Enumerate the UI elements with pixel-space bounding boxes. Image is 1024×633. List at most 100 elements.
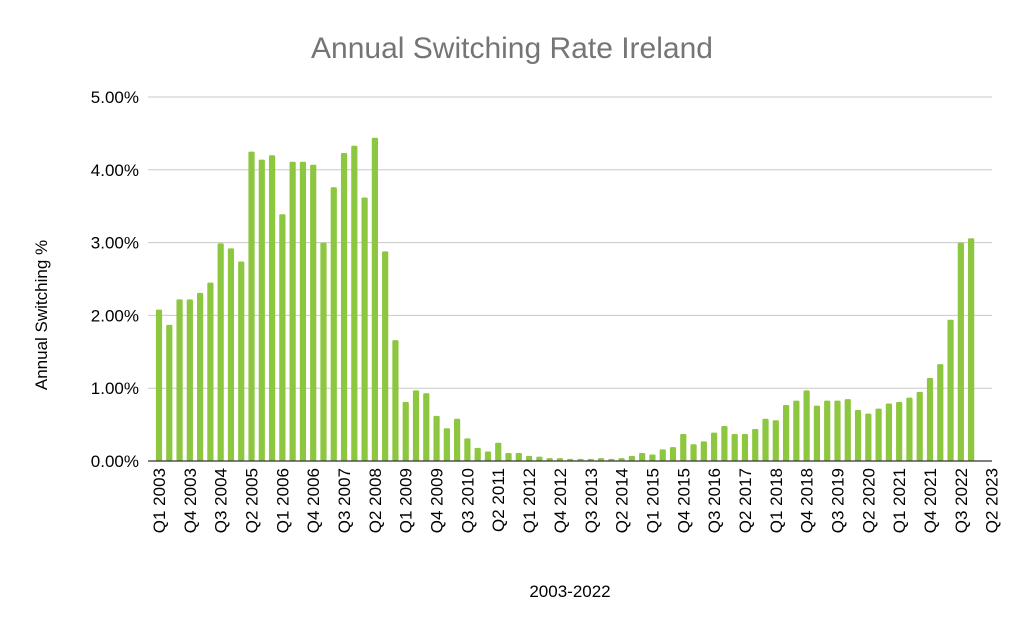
x-tick-label: Q4 2015 (674, 468, 693, 533)
bar: Q2 2012: 0.06% (536, 456, 543, 461)
bar: Q4 2010: 0.18% (474, 447, 481, 461)
bar: Q4 2022: 3.06% (968, 238, 975, 461)
bar: Q2 2017: 0.37% (741, 434, 749, 461)
bar: Q1 2019: 0.76% (813, 405, 821, 461)
bar: Q1 2016: 0.23% (690, 444, 697, 461)
bar: Q4 2011: 0.11% (515, 452, 522, 461)
bar: Q2 2022: 1.94% (947, 319, 954, 461)
x-axis-label: 2003-2022 (529, 582, 610, 601)
x-tick-label: Q1 2006 (273, 468, 292, 533)
y-tick-label: 4.00% (91, 161, 139, 180)
bar: Q1 2020: 0.70% (854, 410, 862, 461)
gridlines (148, 96, 992, 389)
x-tick-label: Q2 2008 (366, 468, 385, 533)
bar: Q2 2004: 2.45% (207, 282, 214, 461)
bar: Q2 2014: 0.04% (618, 458, 625, 461)
bar: Q2 2021: 0.87% (906, 397, 913, 461)
bar: Q3 2004: 2.99% (217, 243, 224, 461)
y-tick-label: 1.00% (91, 379, 139, 398)
bar: Q3 2003: 2.22% (176, 299, 183, 461)
bar: Q3 2022: 3.00% (957, 242, 964, 461)
bar: Q3 2012: 0.04% (546, 458, 553, 461)
bar: Q2 2006: 4.11% (289, 161, 296, 462)
bar: Q2 2003: 1.87% (166, 324, 173, 461)
x-tick-label: Q4 2006 (304, 468, 323, 533)
bar: Q3 2006: 4.11% (299, 161, 307, 462)
bar: Q4 2015: 0.37% (680, 434, 687, 461)
bar: Q2 2015: 0.16% (659, 449, 666, 461)
bar: Q1 2005: 2.74% (238, 261, 245, 461)
x-tick-label: Q2 2017 (736, 468, 755, 533)
bar: Q3 2014: 0.07% (628, 455, 635, 461)
x-tick-label: Q3 2010 (458, 468, 477, 533)
y-tick-label: 0.00% (91, 452, 139, 471)
y-tick-label: 5.00% (91, 88, 139, 107)
y-tick-label: 3.00% (91, 234, 139, 253)
bar: Q4 2008: 1.66% (392, 340, 399, 461)
x-tick-label: Q4 2003 (181, 468, 200, 533)
bar: Q3 2009: 0.93% (423, 393, 430, 461)
x-tick-label: Q4 2009 (428, 468, 447, 533)
bar: Q4 2012: 0.04% (556, 458, 564, 461)
bar: Q3 2015: 0.19% (669, 447, 677, 461)
x-tick-label: Q2 2020 (859, 468, 878, 533)
bar: Q1 2011: 0.13% (484, 451, 492, 461)
y-axis-ticks: 0.00% 1.00% 2.00% 3.00% 4.00% 5.00% (91, 88, 139, 471)
bar: Q4 2005: 4.20% (268, 155, 276, 462)
bar: Q4 2016: 0.48% (721, 426, 728, 461)
y-axis-label: Annual Switching % (32, 240, 51, 390)
bar: Q1 2010: 0.45% (443, 428, 450, 461)
bar: Q1 2004: 2.31% (197, 292, 204, 461)
bar: Q4 2021: 1.14% (926, 378, 934, 461)
x-tick-label: Q4 2012 (551, 468, 570, 533)
bar: Q2 2016: 0.27% (700, 441, 707, 461)
x-tick-label: Q1 2012 (520, 468, 539, 533)
bar: Q1 2008: 3.62% (361, 197, 368, 461)
bar: Q1 2012: 0.07% (525, 455, 533, 461)
bar: Q2 2011: 0.25% (495, 442, 502, 461)
bar: Q3 2019: 0.83% (834, 400, 841, 461)
bar: Q1 2022: 1.33% (937, 364, 944, 461)
bar: Q4 2019: 0.85% (844, 399, 851, 461)
bar: Q4 2009: 0.62% (433, 415, 440, 461)
x-tick-label: Q1 2018 (767, 468, 786, 533)
x-tick-label: Q3 2019 (828, 468, 847, 533)
bar: Q4 2003: 2.22% (186, 299, 193, 461)
bar: Q4 2020: 0.79% (885, 403, 892, 461)
bar: Q2 2007: 3.76% (330, 187, 337, 461)
x-tick-label: Q4 2018 (798, 468, 817, 533)
x-tick-label: Q1 2003 (150, 468, 169, 533)
x-tick-label: Q1 2021 (890, 468, 909, 533)
bar: Q2 2019: 0.83% (824, 400, 831, 461)
chart-title: Annual Switching Rate Ireland (311, 32, 713, 65)
bar: Q1 2006: 3.39% (279, 214, 286, 461)
x-tick-label: Q2 2014 (613, 468, 632, 533)
bar: Q2 2018: 0.77% (782, 404, 790, 461)
bar: Q4 2007: 4.33% (351, 145, 358, 461)
bar: Q3 2008: 2.88% (382, 251, 389, 461)
bars: Q1 2003: 2.08%Q2 2003: 1.87%Q3 2003: 2.2… (155, 137, 975, 462)
y-tick-label: 2.00% (91, 306, 139, 325)
bar: Q4 2004: 2.92% (227, 248, 235, 461)
bar: Q2 2009: 0.97% (412, 390, 420, 461)
x-tick-label: Q4 2021 (921, 468, 940, 533)
bar: Q2 2005: 4.25% (248, 151, 255, 461)
bar: Q1 2015: 0.09% (649, 454, 656, 461)
bar: Q3 2007: 4.23% (340, 153, 348, 461)
bar: Q3 2011: 0.11% (505, 452, 512, 461)
bar: Q1 2021: 0.81% (896, 402, 903, 461)
bar: Q3 2010: 0.31% (464, 438, 471, 461)
bar: Q3 2018: 0.83% (793, 400, 800, 461)
x-tick-label: Q3 2004 (212, 468, 231, 533)
x-tick-label: Q2 2011 (489, 468, 508, 532)
x-tick-label: Q1 2009 (397, 468, 416, 533)
x-axis-ticks: Q1 2003 Q4 2003 Q3 2004 Q2 2005 Q1 2006 Q4 20… (150, 468, 1002, 533)
bar: Q2 2008: 4.44% (371, 137, 378, 461)
bar: Q3 2016: 0.39% (711, 432, 718, 461)
bar: Q1 2003: 2.08% (155, 309, 163, 461)
x-tick-label: Q2 2023 (983, 468, 1002, 533)
bar: Q4 2013: 0.04% (597, 458, 605, 461)
bar: Q3 2021: 0.95% (916, 391, 923, 461)
x-tick-label: Q3 2007 (335, 468, 354, 533)
